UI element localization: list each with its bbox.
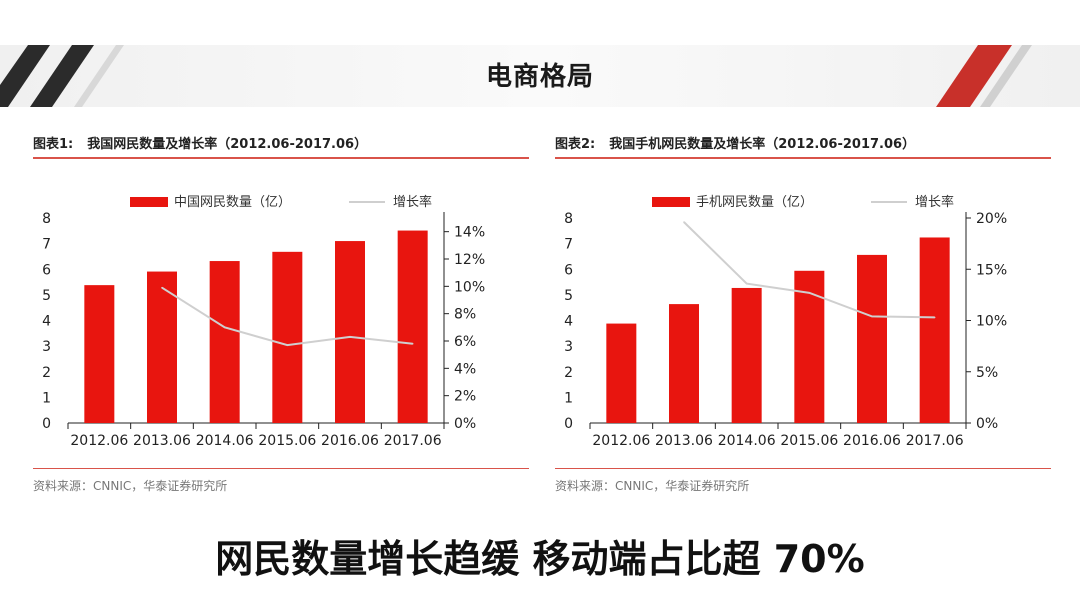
chart-panel-internet-users: 图表1: 我国网民数量及增长率（2012.06-2017.06） 中国网民数量（亿… [33, 133, 529, 505]
bar [147, 271, 177, 423]
bar [84, 285, 115, 423]
y-tick-label: 8 [564, 211, 573, 227]
banner-stripe-accent [936, 45, 1012, 107]
growth-rate-point [161, 286, 163, 289]
legend-bar-label: 手机网民数量（亿） [696, 195, 813, 210]
y2-tick-label: 4% [454, 361, 476, 377]
growth-rate-point [349, 336, 351, 338]
legend-bar-swatch [652, 197, 690, 207]
y2-tick-label: 14% [454, 225, 485, 241]
chart-internet-users: 中国网民数量（亿） 增长率 0 1 2 3 4 5 6 7 8 0% 2% 4% 6% 8% 10% 12% 14%… [42, 194, 485, 449]
bar [669, 304, 699, 423]
growth-rate-point [745, 282, 748, 285]
growth-rate-point [286, 344, 289, 346]
chart-mobile-users: 手机网民数量（亿） 增长率 0 1 2 3 4 5 6 7 8 0% 5% 10% 15% 20% 2012.0… [564, 194, 1007, 449]
bar [919, 237, 950, 423]
y-tick-label: 5 [564, 288, 573, 304]
banner-stripe-dark-1 [0, 45, 50, 107]
y-tick-label: 8 [42, 211, 51, 227]
y-tick-label: 6 [42, 262, 51, 278]
x-tick-label: 2016.06 [321, 433, 379, 449]
banner-stripe-light [74, 45, 124, 107]
x-tick-label: 2013.06 [133, 433, 191, 449]
bar [272, 251, 303, 423]
figure-number: 图表1: [33, 137, 74, 152]
y2-tick-label: 0% [976, 416, 998, 432]
y-tick-label: 3 [42, 339, 51, 355]
bar [397, 230, 428, 423]
y-tick-label: 7 [42, 237, 51, 253]
y-tick-label: 0 [42, 416, 51, 432]
y-tick-label: 2 [42, 365, 51, 381]
y-tick-label: 0 [564, 416, 573, 432]
panel-header: 图表2: 我国手机网民数量及增长率（2012.06-2017.06） [555, 133, 1051, 159]
banner-stripe-grey [980, 45, 1032, 107]
bar [731, 287, 762, 423]
slide-title: 电商格局 [485, 62, 594, 92]
y-tick-label: 4 [42, 314, 51, 330]
growth-rate-point [223, 326, 226, 329]
y-tick-label: 6 [564, 262, 573, 278]
bar [335, 241, 365, 423]
y2-tick-label: 12% [454, 252, 485, 268]
source-note: 资料来源：CNNIC，华泰证券研究所 [555, 468, 1051, 494]
y-tick-label: 1 [564, 390, 573, 406]
x-tick-label: 2014.06 [718, 433, 776, 449]
x-tick-label: 2013.06 [655, 433, 713, 449]
panel-header: 图表1: 我国网民数量及增长率（2012.06-2017.06） [33, 133, 529, 159]
x-tick-label: 2014.06 [196, 433, 254, 449]
legend-bar-swatch [130, 197, 168, 207]
bar [857, 254, 887, 423]
growth-rate-point [683, 221, 685, 223]
y2-tick-label: 8% [454, 307, 476, 323]
growth-rate-point [933, 316, 936, 319]
y2-tick-label: 6% [454, 334, 476, 350]
y-tick-label: 2 [564, 365, 573, 381]
x-tick-label: 2017.06 [906, 433, 964, 449]
slide-headline: 网民数量增长趋缓 移动端占比超 70% [215, 537, 865, 581]
x-tick-label: 2016.06 [843, 433, 901, 449]
growth-rate-point [871, 315, 873, 318]
bar [606, 323, 637, 423]
y2-tick-label: 20% [976, 211, 1007, 227]
y2-tick-label: 10% [454, 279, 485, 295]
y-tick-label: 4 [564, 314, 573, 330]
y2-tick-label: 10% [976, 314, 1007, 330]
banner-stripe-dark-2 [30, 45, 94, 107]
growth-rate-point [808, 292, 811, 294]
y2-tick-label: 5% [976, 365, 998, 381]
bar [209, 261, 240, 423]
growth-rate-point [411, 342, 414, 345]
figure-title: 我国网民数量及增长率（2012.06-2017.06） [87, 137, 368, 152]
x-tick-label: 2017.06 [384, 433, 442, 449]
legend-line-label: 增长率 [393, 194, 432, 210]
x-tick-label: 2012.06 [70, 433, 128, 449]
figure-title: 我国手机网民数量及增长率（2012.06-2017.06） [609, 137, 916, 152]
y2-tick-label: 0% [454, 416, 476, 432]
y-tick-label: 7 [564, 237, 573, 253]
x-tick-label: 2015.06 [258, 433, 316, 449]
y-tick-label: 1 [42, 390, 51, 406]
legend-line-label: 增长率 [915, 194, 954, 210]
figure-number: 图表2: [555, 137, 596, 152]
source-note: 资料来源：CNNIC，华泰证券研究所 [33, 468, 529, 494]
legend-bar-label: 中国网民数量（亿） [174, 195, 291, 210]
chart-panel-mobile-users: 图表2: 我国手机网民数量及增长率（2012.06-2017.06） 手机网民数量… [555, 133, 1051, 505]
x-tick-label: 2012.06 [592, 433, 650, 449]
y2-tick-label: 15% [976, 262, 1007, 278]
title-banner [0, 45, 1080, 107]
y-tick-label: 3 [564, 339, 573, 355]
x-tick-label: 2015.06 [780, 433, 838, 449]
y-tick-label: 5 [42, 288, 51, 304]
y2-tick-label: 2% [454, 389, 476, 405]
